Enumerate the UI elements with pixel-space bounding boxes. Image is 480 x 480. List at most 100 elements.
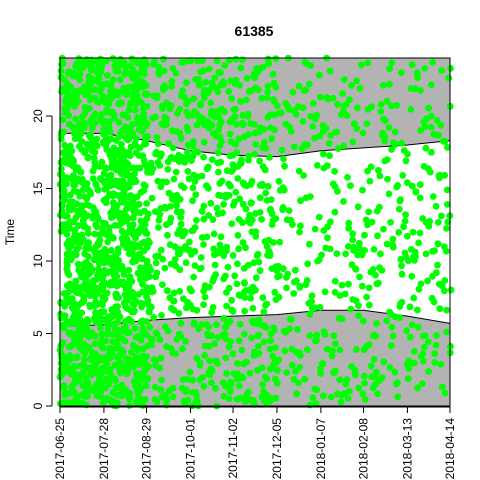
data-point: [120, 271, 128, 278]
data-point: [120, 59, 128, 66]
data-point: [294, 326, 301, 333]
data-point: [112, 325, 119, 333]
data-point: [288, 361, 296, 369]
data-point: [408, 61, 416, 69]
data-point: [344, 395, 352, 402]
data-point: [401, 217, 409, 225]
data-point: [193, 217, 200, 224]
data-point: [415, 239, 422, 247]
data-point: [83, 326, 91, 334]
data-point: [383, 97, 391, 105]
data-point: [309, 123, 317, 130]
data-point: [193, 306, 201, 314]
data-point: [105, 224, 113, 232]
data-point: [60, 128, 67, 136]
data-point: [376, 264, 383, 271]
data-point: [208, 309, 216, 316]
data-point: [93, 275, 101, 282]
data-point: [420, 343, 428, 351]
data-point: [351, 367, 359, 374]
data-point: [57, 67, 65, 75]
data-point: [411, 256, 418, 264]
data-point: [116, 76, 124, 84]
data-point: [404, 375, 412, 383]
data-point: [84, 212, 91, 219]
data-point: [186, 368, 194, 376]
data-point: [198, 321, 206, 328]
data-point: [94, 214, 102, 222]
data-point: [385, 124, 393, 131]
data-point: [264, 182, 272, 190]
data-point: [274, 380, 281, 387]
data-point: [169, 65, 177, 72]
data-point: [432, 269, 440, 277]
data-point: [104, 325, 112, 333]
data-point: [184, 127, 192, 135]
x-tick-label: 2017-11-02: [226, 418, 240, 479]
data-point: [168, 82, 176, 90]
data-point: [389, 235, 397, 243]
data-point: [143, 318, 150, 325]
data-point: [195, 112, 203, 120]
data-point: [183, 79, 190, 86]
data-point: [138, 376, 146, 384]
data-point: [417, 280, 425, 288]
data-point: [380, 225, 387, 233]
data-point: [438, 67, 445, 74]
data-point: [147, 266, 155, 274]
data-point: [320, 392, 327, 400]
data-point: [405, 357, 413, 365]
data-point: [231, 113, 239, 120]
data-point: [242, 205, 250, 213]
data-point: [326, 245, 334, 253]
data-point: [72, 371, 80, 379]
data-point: [131, 209, 139, 216]
data-point: [94, 265, 102, 273]
data-point: [414, 306, 421, 314]
data-point: [121, 111, 129, 119]
data-point: [170, 306, 178, 314]
data-point: [374, 232, 381, 240]
data-point: [237, 159, 245, 167]
data-point: [184, 168, 192, 175]
data-point: [295, 82, 303, 90]
data-point: [200, 215, 208, 223]
data-point: [441, 138, 449, 145]
data-point: [72, 115, 80, 123]
data-point: [270, 239, 277, 246]
data-point: [287, 128, 295, 135]
data-point: [96, 387, 104, 394]
data-point: [191, 247, 199, 255]
data-point: [169, 393, 177, 401]
data-point: [209, 304, 217, 311]
data-point: [416, 181, 424, 189]
data-point: [111, 152, 118, 160]
data-point: [131, 324, 139, 332]
data-point: [194, 57, 202, 65]
data-point: [219, 209, 227, 217]
data-point: [259, 294, 267, 302]
data-point: [102, 337, 110, 345]
data-point: [296, 349, 304, 357]
data-point: [349, 230, 357, 238]
data-point: [242, 96, 250, 104]
data-point: [213, 57, 221, 65]
data-point: [317, 370, 325, 377]
data-point: [152, 113, 159, 121]
data-point: [373, 368, 380, 376]
data-point: [153, 134, 161, 142]
data-point: [414, 323, 422, 331]
data-point: [338, 315, 346, 323]
data-point: [71, 363, 79, 370]
data-point: [252, 286, 259, 294]
data-point: [179, 345, 186, 353]
data-point: [75, 222, 82, 230]
data-point: [74, 260, 82, 268]
data-point: [254, 350, 261, 358]
data-point: [192, 148, 200, 155]
data-point: [205, 323, 213, 331]
data-point: [123, 214, 131, 222]
data-point: [81, 349, 89, 357]
data-point: [259, 63, 267, 71]
data-point: [122, 323, 129, 331]
